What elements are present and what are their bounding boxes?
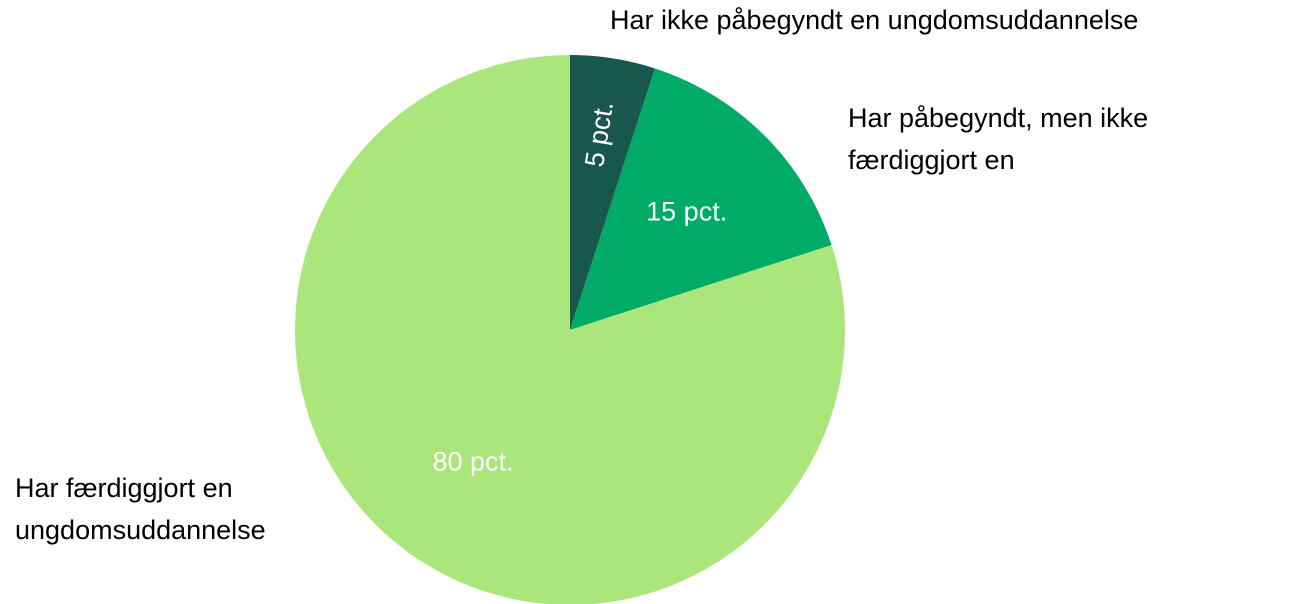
pie-slice xyxy=(570,68,832,330)
category-label: Har ikke påbegyndt en ungdomsuddannelse xyxy=(610,5,1138,35)
pie-slice xyxy=(570,55,655,330)
value-label: 80 pct. xyxy=(432,447,513,477)
value-label: 15 pct. xyxy=(646,196,727,226)
category-label: Har færdiggjort en ungdomsuddannelse xyxy=(15,473,266,545)
category-label: Har påbegyndt, men ikke færdiggjort en xyxy=(848,103,1148,175)
pie-slice xyxy=(295,55,845,604)
